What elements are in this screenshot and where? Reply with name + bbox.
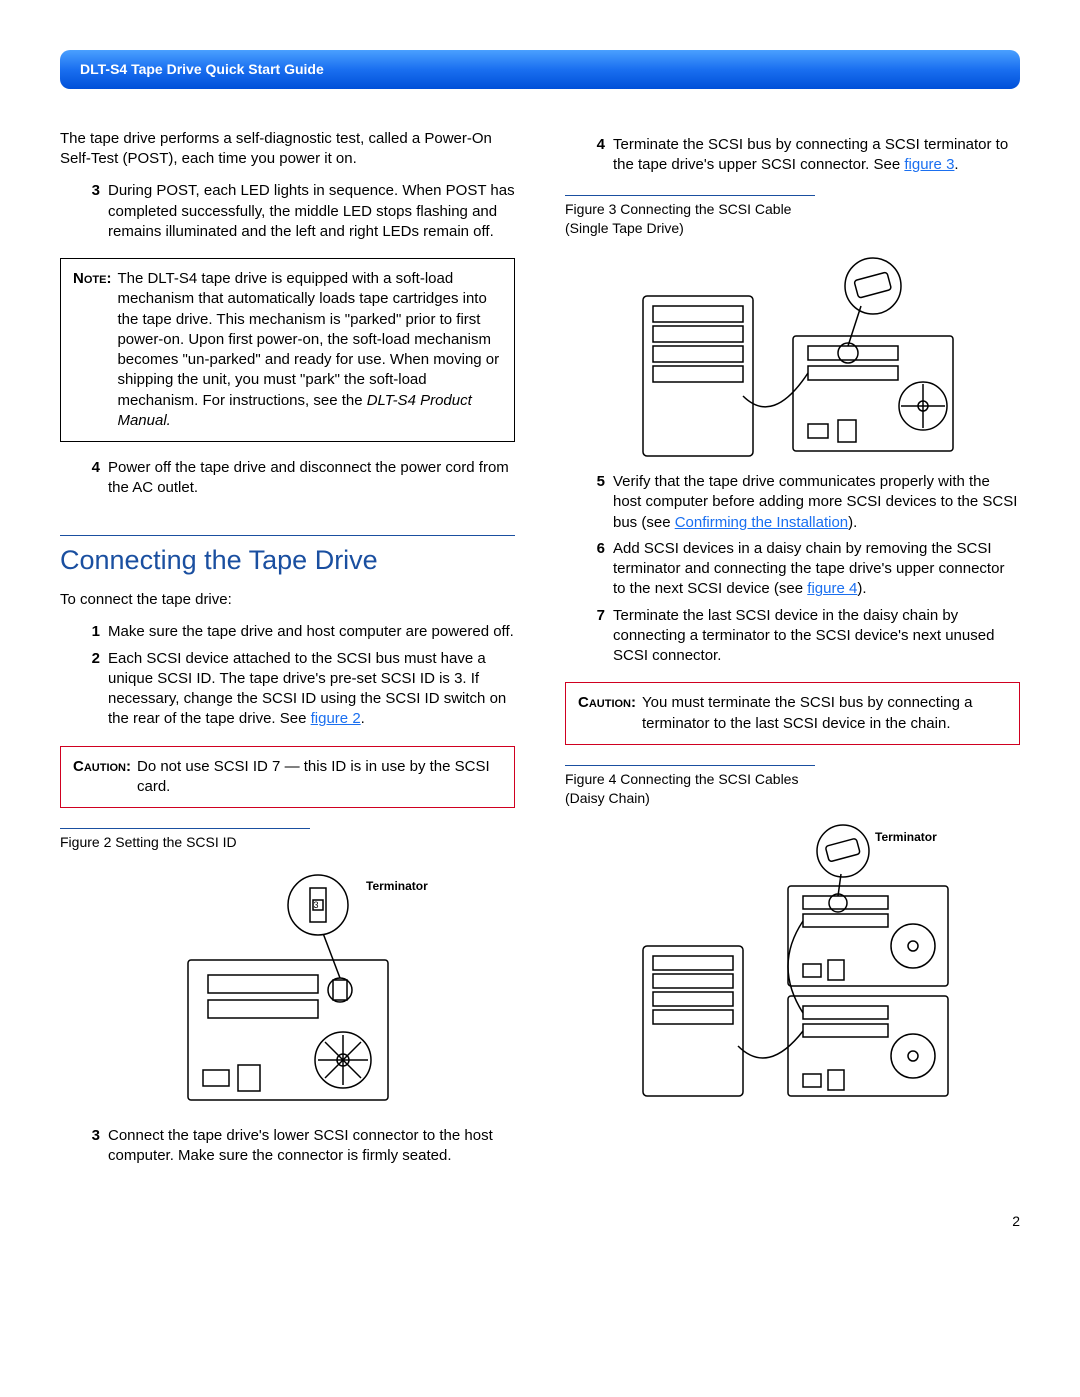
figure-3-caption: Figure 3 Connecting the SCSI Cable (Sing… bbox=[565, 195, 815, 238]
step2-text-b: . bbox=[361, 710, 365, 727]
figure-2-caption: Figure 2 Setting the SCSI ID bbox=[60, 828, 310, 852]
post-step-4: 4 Power off the tape drive and disconnec… bbox=[60, 458, 515, 499]
caution-box-terminate: Caution: You must terminate the SCSI bus… bbox=[565, 682, 1020, 745]
step-number: 4 bbox=[589, 135, 613, 176]
step-text: Add SCSI devices in a daisy chain by rem… bbox=[613, 539, 1020, 600]
figure-4-diagram: Terminator bbox=[613, 816, 973, 1106]
header-bar: DLT-S4 Tape Drive Quick Start Guide bbox=[60, 50, 1020, 89]
step-text: Terminate the SCSI bus by connecting a S… bbox=[613, 135, 1020, 176]
caution-label: Caution: bbox=[578, 693, 642, 734]
note-text: The DLT-S4 tape drive is equipped with a… bbox=[117, 269, 502, 431]
step-text: Power off the tape drive and disconnect … bbox=[108, 458, 515, 499]
note-body: The DLT-S4 tape drive is equipped with a… bbox=[117, 270, 499, 409]
step-number: 1 bbox=[84, 622, 108, 642]
step6-text-b: ). bbox=[857, 580, 866, 597]
step-number: 7 bbox=[589, 606, 613, 667]
step2-text-a: Each SCSI device attached to the SCSI bu… bbox=[108, 650, 506, 728]
step-text: Each SCSI device attached to the SCSI bu… bbox=[108, 649, 515, 730]
terminator-label: Terminator bbox=[875, 830, 937, 844]
note-label: Note: bbox=[73, 269, 117, 431]
left-column: The tape drive performs a self-diagnosti… bbox=[60, 129, 515, 1173]
step-text: During POST, each LED lights in sequence… bbox=[108, 181, 515, 242]
caution-text: Do not use SCSI ID 7 — this ID is in use… bbox=[137, 757, 502, 798]
step-text: Verify that the tape drive communicates … bbox=[613, 472, 1020, 533]
connect-intro: To connect the tape drive: bbox=[60, 590, 515, 610]
step-text: Make sure the tape drive and host comput… bbox=[108, 622, 515, 642]
connect-step-4: 4 Terminate the SCSI bus by connecting a… bbox=[565, 135, 1020, 176]
figure-3-diagram bbox=[613, 246, 973, 466]
connect-step-7: 7 Terminate the last SCSI device in the … bbox=[565, 606, 1020, 667]
confirming-installation-link[interactable]: Confirming the Installation bbox=[675, 514, 848, 531]
connect-step-2: 2 Each SCSI device attached to the SCSI … bbox=[60, 649, 515, 730]
step-text: Terminate the last SCSI device in the da… bbox=[613, 606, 1020, 667]
intro-text: The tape drive performs a self-diagnosti… bbox=[60, 129, 515, 170]
header-title: DLT-S4 Tape Drive Quick Start Guide bbox=[80, 61, 324, 77]
right-column: 4 Terminate the SCSI bus by connecting a… bbox=[565, 129, 1020, 1173]
terminator-label: Terminator bbox=[366, 879, 428, 893]
connect-step-1: 1 Make sure the tape drive and host comp… bbox=[60, 622, 515, 642]
step-number: 3 bbox=[84, 1126, 108, 1167]
connect-step-3: 3 Connect the tape drive's lower SCSI co… bbox=[60, 1126, 515, 1167]
page-number: 2 bbox=[60, 1212, 1020, 1231]
step-number: 6 bbox=[589, 539, 613, 600]
step4-text-b: . bbox=[954, 156, 958, 173]
caution-box-scsi-id: Caution: Do not use SCSI ID 7 — this ID … bbox=[60, 746, 515, 809]
section-heading: Connecting the Tape Drive bbox=[60, 535, 515, 578]
figure-4-link[interactable]: figure 4 bbox=[807, 580, 857, 597]
post-step-3: 3 During POST, each LED lights in sequen… bbox=[60, 181, 515, 242]
step-text: Connect the tape drive's lower SCSI conn… bbox=[108, 1126, 515, 1167]
figure-2-diagram: Terminator 3 bbox=[128, 860, 448, 1120]
connect-step-6: 6 Add SCSI devices in a daisy chain by r… bbox=[565, 539, 1020, 600]
content-columns: The tape drive performs a self-diagnosti… bbox=[60, 129, 1020, 1173]
step5-text-b: ). bbox=[848, 514, 857, 531]
note-box: Note: The DLT-S4 tape drive is equipped … bbox=[60, 258, 515, 442]
caution-label: Caution: bbox=[73, 757, 137, 798]
figure-2-link[interactable]: figure 2 bbox=[311, 710, 361, 727]
step-number: 2 bbox=[84, 649, 108, 730]
step-number: 4 bbox=[84, 458, 108, 499]
caution-text: You must terminate the SCSI bus by conne… bbox=[642, 693, 1007, 734]
svg-text:3: 3 bbox=[313, 900, 318, 910]
step-number: 3 bbox=[84, 181, 108, 242]
connect-step-5: 5 Verify that the tape drive communicate… bbox=[565, 472, 1020, 533]
figure-3-link[interactable]: figure 3 bbox=[904, 156, 954, 173]
step-number: 5 bbox=[589, 472, 613, 533]
figure-4-caption: Figure 4 Connecting the SCSI Cables (Dai… bbox=[565, 765, 815, 808]
